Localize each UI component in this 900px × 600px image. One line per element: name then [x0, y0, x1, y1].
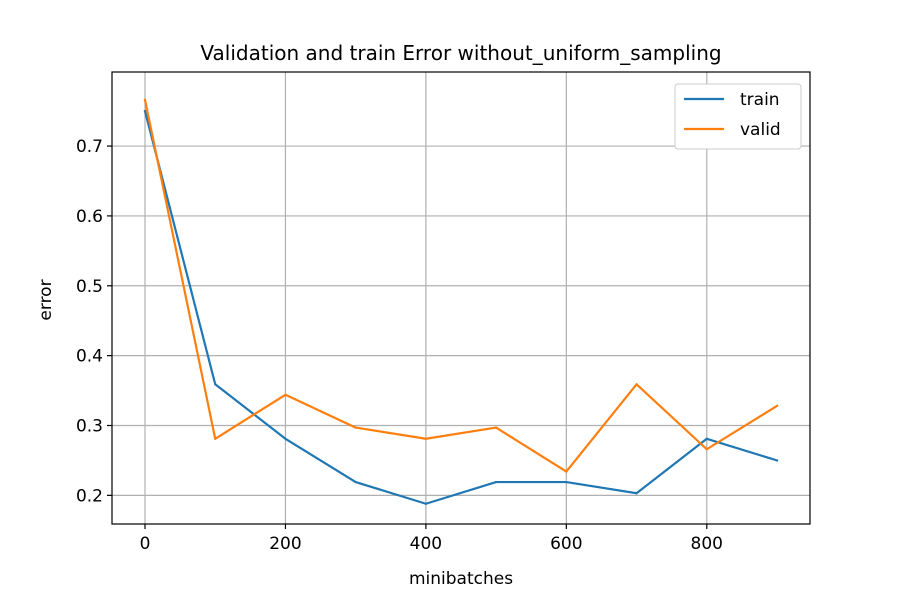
data-point-train: [143, 110, 147, 113]
y-tick-label: 0.6: [76, 207, 103, 227]
data-point-valid: [424, 437, 427, 440]
x-tick-label: 600: [550, 534, 582, 554]
data-point-train: [635, 492, 638, 495]
data-point-train: [354, 480, 357, 484]
series-line-train: [143, 109, 779, 505]
data-point-valid: [495, 426, 498, 429]
legend: train valid: [674, 83, 802, 150]
data-point-train: [565, 480, 568, 484]
y-tick-label: 0.2: [76, 486, 103, 506]
y-axis-ticks: 0.2 0.3 0.4 0.5 0.6 0.7: [76, 137, 112, 506]
x-tick-label: 400: [410, 534, 442, 554]
x-tick-label: 0: [140, 534, 151, 554]
y-tick-label: 0.3: [76, 416, 103, 436]
y-axis-label: error: [36, 279, 56, 320]
data-point-valid: [214, 437, 217, 440]
chart-title: Validation and train Error without_unifo…: [200, 41, 721, 65]
y-tick-label: 0.5: [76, 277, 103, 297]
axes-frame: [111, 71, 811, 525]
grid: [112, 72, 810, 524]
data-point-valid: [635, 383, 638, 386]
y-tick-label: 0.7: [76, 137, 103, 157]
data-point-train: [214, 383, 217, 386]
data-point-valid: [705, 448, 708, 451]
data-point-valid: [775, 404, 779, 408]
legend-box: [674, 83, 802, 150]
x-axis-ticks: 0 200 400 600 800: [140, 524, 723, 554]
series-line-valid: [143, 98, 779, 473]
x-axis-label: minibatches: [409, 569, 513, 589]
data-point-valid: [354, 426, 357, 429]
data-point-train: [284, 437, 287, 440]
data-point-valid: [565, 470, 568, 473]
data-point-train: [775, 459, 779, 462]
legend-label-valid: valid: [740, 120, 781, 140]
data-point-valid: [143, 98, 147, 102]
data-point-valid: [284, 393, 287, 396]
data-point-train: [424, 502, 427, 505]
data-point-train: [705, 437, 708, 440]
x-tick-label: 800: [691, 534, 723, 554]
legend-label-train: train: [740, 90, 780, 110]
x-tick-label: 200: [269, 534, 301, 554]
series-layer: [143, 98, 779, 505]
y-tick-label: 0.4: [76, 347, 103, 367]
data-point-train: [495, 480, 498, 484]
